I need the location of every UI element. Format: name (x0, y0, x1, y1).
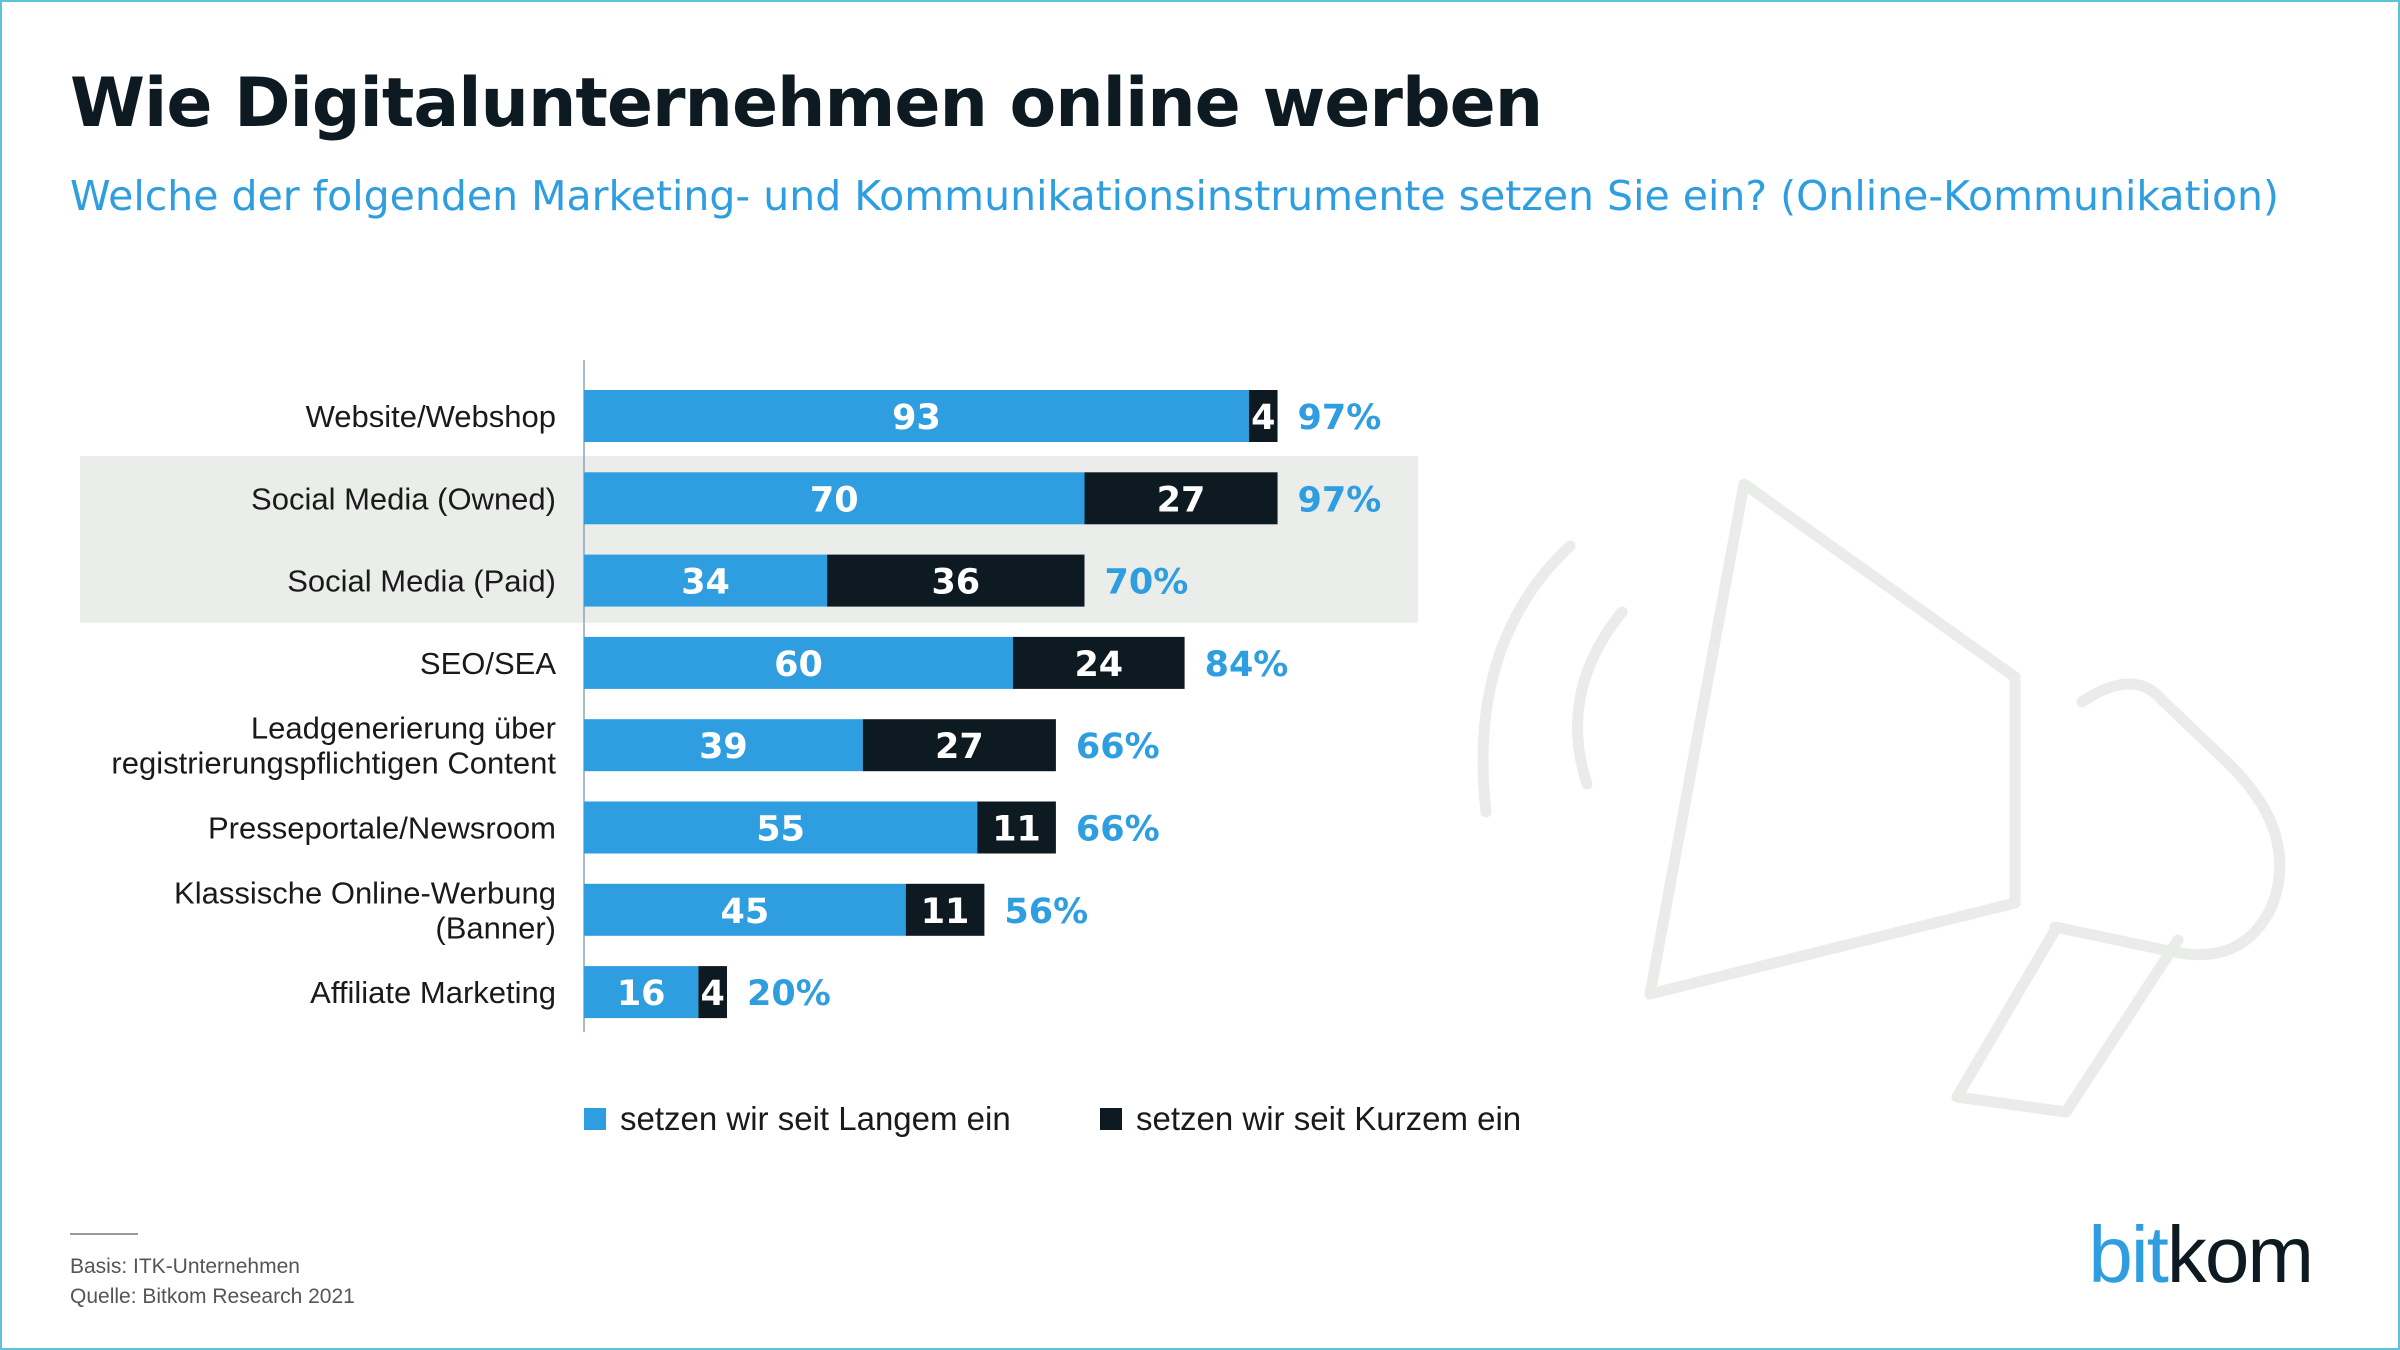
bar-segment (584, 966, 699, 1019)
bar-segment (584, 883, 906, 936)
bar-value-label: 27 (935, 727, 984, 767)
bar-value-label: 4 (701, 974, 725, 1014)
page-title: Wie Digitalunternehmen online werben (70, 64, 1543, 143)
bar-value-label: 4 (1251, 398, 1275, 438)
category-label-line: (Banner) (435, 910, 556, 945)
bar-total-label: 84% (1205, 645, 1289, 685)
category-label-line: Presseportale/Newsroom (208, 811, 556, 846)
bar-segment (1084, 472, 1278, 525)
bar-value-label: 16 (617, 974, 666, 1014)
category-label: Social Media (Paid) (287, 564, 556, 599)
category-label-line: Website/Webshop (306, 399, 556, 434)
bar-segment (862, 719, 1056, 772)
category-label-line: Affiliate Marketing (310, 975, 556, 1010)
bar-segment (584, 801, 978, 854)
bar-value-label: 39 (699, 727, 748, 767)
bar-total-label: 66% (1076, 810, 1160, 850)
bar-value-label: 45 (721, 892, 770, 932)
bar-segment (977, 801, 1056, 854)
category-label-line: Social Media (Owned) (251, 481, 556, 516)
page-subtitle: Welche der folgenden Marketing- und Komm… (70, 172, 2280, 220)
bar-value-label: 60 (774, 645, 823, 685)
bar-value-label: 93 (892, 398, 941, 438)
bar-total-label: 97% (1298, 480, 1382, 520)
category-label-line: Social Media (Paid) (287, 564, 556, 599)
category-label: Social Media (Owned) (251, 481, 556, 516)
bar-segment (584, 636, 1013, 689)
category-label-line: SEO/SEA (420, 646, 556, 681)
footer-divider (70, 1233, 138, 1235)
bar-value-label: 27 (1157, 480, 1206, 520)
legend-label: setzen wir seit Kurzem ein (1136, 1100, 1521, 1137)
category-label: Affiliate Marketing (310, 975, 556, 1010)
footer-source: Quelle: Bitkom Research 2021 (70, 1285, 355, 1308)
legend-swatch (584, 1108, 606, 1130)
bar-segment (1248, 390, 1278, 442)
bitkom-logo: bitkom (2088, 1215, 2314, 1295)
bar-segment (584, 719, 863, 772)
category-label-line: registrierungspflichtigen Content (111, 746, 556, 781)
bar-segment (827, 554, 1085, 607)
category-label: SEO/SEA (420, 646, 556, 681)
bar-value-label: 55 (756, 810, 805, 850)
bar-value-label: 70 (810, 480, 859, 520)
bar-value-label: 11 (992, 810, 1041, 850)
category-label: Presseportale/Newsroom (208, 811, 556, 846)
category-label: Leadgenerierung über registrierungspflich… (111, 711, 556, 781)
bar-segment (905, 883, 985, 936)
bar-segment (1013, 636, 1185, 689)
bar-total-label: 20% (747, 974, 831, 1014)
bar-value-label: 36 (931, 563, 980, 603)
bar-segment (698, 966, 727, 1019)
bar-segment (584, 472, 1085, 525)
bar-total-label: 56% (1004, 892, 1088, 932)
category-label: Website/Webshop (306, 399, 556, 434)
bar-total-label: 70% (1105, 563, 1189, 603)
category-label: Klassische Online-Werbung (Banner) (174, 875, 556, 945)
bar-value-label: 34 (681, 563, 730, 603)
bar-total-label: 66% (1076, 727, 1160, 767)
footer-basis: Basis: ITK-Unternehmen (70, 1255, 300, 1278)
category-label-line: Klassische Online-Werbung (174, 875, 556, 910)
bar-value-label: 24 (1074, 645, 1123, 685)
footer-notes: Basis: ITK-Unternehmen Quelle: Bitkom Re… (70, 1252, 355, 1312)
chart-bars: Website/Webshop 93 4 97% Social Media (Owned… (111, 390, 1382, 1019)
chart-legend: setzen wir seit Langem ein setzen wir sei… (584, 1100, 1521, 1137)
bar-total-label: 97% (1298, 398, 1382, 438)
logo-bit: bit (2088, 1210, 2168, 1299)
legend-label: setzen wir seit Langem ein (620, 1100, 1011, 1137)
bar-segment (584, 554, 828, 607)
megaphone-icon (1477, 478, 2286, 1118)
category-label-line: Leadgenerierung über (251, 711, 556, 746)
bar-value-label: 11 (921, 892, 970, 932)
bar-segment (584, 390, 1249, 442)
logo-kom: kom (2166, 1210, 2314, 1299)
legend-swatch (1100, 1108, 1122, 1130)
